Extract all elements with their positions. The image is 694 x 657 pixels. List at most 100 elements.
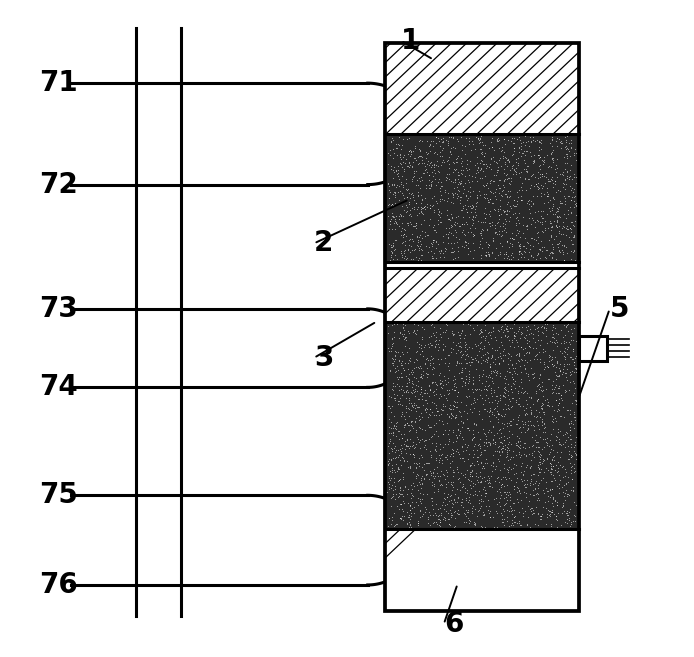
Point [425,157,437,168]
Point [387,430,398,441]
Point [407,416,418,426]
Point [396,433,407,443]
Point [525,416,536,426]
Point [459,330,471,341]
Point [521,388,532,399]
Point [529,155,540,166]
Point [543,465,554,476]
Point [436,466,447,476]
Point [552,239,563,250]
Point [465,328,476,339]
Point [475,449,486,459]
Point [448,246,459,256]
Point [511,349,523,359]
Point [471,350,482,360]
Point [566,366,577,376]
Point [385,466,396,476]
Point [502,455,513,466]
Point [389,411,400,421]
Point [451,397,462,407]
Point [527,399,539,409]
Point [452,509,463,519]
Point [415,363,426,373]
Point [388,465,399,476]
Point [491,508,502,518]
Point [389,362,400,373]
Point [443,385,455,396]
Point [516,185,527,196]
Point [541,384,552,394]
Point [389,218,400,229]
Point [557,331,568,342]
Point [419,424,430,435]
Point [565,223,576,234]
Point [559,175,570,185]
Point [383,484,394,495]
Point [446,409,457,420]
Point [536,400,548,411]
Point [507,233,518,244]
Point [519,246,530,257]
Point [565,194,576,205]
Point [466,352,477,363]
Point [414,150,425,161]
Point [489,430,500,440]
Point [467,231,478,241]
Point [546,507,557,517]
Point [414,145,425,156]
Point [521,223,532,234]
Point [565,451,576,462]
Point [533,183,544,193]
Point [568,150,579,160]
Point [441,379,452,390]
Point [428,376,439,387]
Point [387,491,398,502]
Point [447,198,458,208]
Point [386,214,397,225]
Point [539,318,550,328]
Point [398,182,409,193]
Point [528,371,539,382]
Point [518,405,530,416]
Point [389,187,400,197]
Point [424,202,435,213]
Point [454,405,465,416]
Point [410,439,421,449]
Point [401,386,412,397]
Point [480,209,491,219]
Point [517,415,528,426]
Point [486,164,497,174]
Point [484,404,495,415]
Point [535,451,546,462]
Point [452,136,464,147]
Point [477,365,489,376]
Point [413,180,424,191]
Point [396,360,407,371]
Point [437,416,448,426]
Text: 76: 76 [40,571,78,599]
Point [389,190,400,200]
Point [455,426,466,436]
Point [464,425,475,436]
Point [436,246,447,257]
Point [536,225,548,236]
Point [540,483,551,493]
Point [556,369,567,379]
Point [421,147,432,158]
Point [396,248,407,258]
Point [555,212,566,222]
Point [530,235,541,246]
Point [425,468,437,478]
Point [555,358,566,369]
Point [464,246,475,256]
Point [492,400,503,411]
Point [482,160,493,171]
Point [454,430,465,441]
Point [543,491,554,501]
Point [403,517,414,528]
Point [438,344,449,355]
Point [565,235,576,245]
Point [561,344,573,354]
Point [568,463,579,474]
Point [503,436,514,447]
